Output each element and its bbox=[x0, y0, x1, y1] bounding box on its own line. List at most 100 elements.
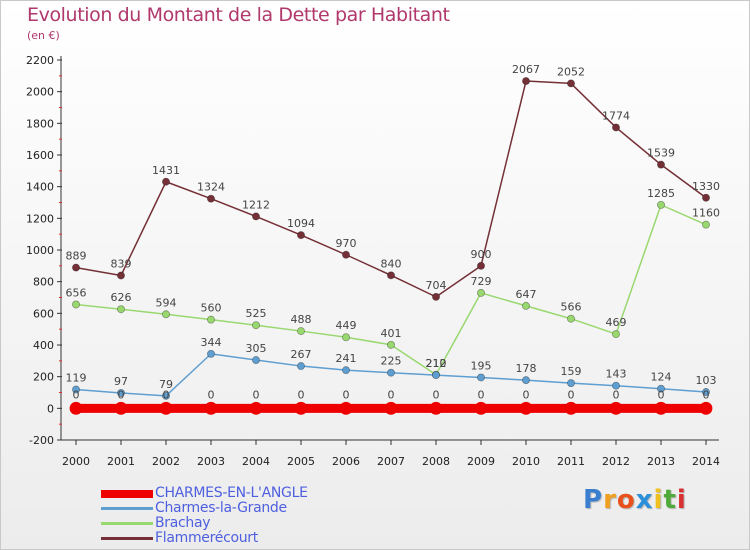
x-tick-label: 2002 bbox=[152, 455, 180, 468]
x-tick-label: 2011 bbox=[557, 455, 585, 468]
data-point bbox=[609, 401, 623, 415]
data-label: 1324 bbox=[197, 181, 225, 194]
data-label: 594 bbox=[156, 296, 177, 309]
y-tick-label: 1200 bbox=[26, 212, 54, 225]
x-tick-label: 2003 bbox=[197, 455, 225, 468]
data-point bbox=[612, 330, 621, 339]
data-label: 0 bbox=[253, 388, 260, 401]
data-label: 0 bbox=[163, 388, 170, 401]
data-label: 1212 bbox=[242, 198, 270, 211]
data-label: 103 bbox=[696, 374, 717, 387]
data-point bbox=[612, 123, 621, 132]
data-point bbox=[206, 194, 215, 203]
data-label: 124 bbox=[651, 371, 672, 384]
data-point bbox=[567, 79, 576, 88]
data-point bbox=[431, 371, 440, 380]
data-point bbox=[72, 385, 81, 394]
data-label: 1774 bbox=[602, 109, 630, 122]
data-point bbox=[654, 401, 668, 415]
data-label: 566 bbox=[561, 301, 582, 314]
data-point bbox=[296, 231, 305, 240]
data-point bbox=[657, 200, 666, 209]
x-tick-label: 2000 bbox=[62, 455, 90, 468]
legend-label: Flammerécourt bbox=[155, 530, 258, 546]
logo-letter: t bbox=[663, 485, 677, 515]
data-point bbox=[117, 305, 126, 314]
data-label: 0 bbox=[343, 388, 350, 401]
data-point bbox=[699, 401, 713, 415]
data-point bbox=[702, 388, 711, 397]
logo-letter: i bbox=[653, 485, 664, 515]
data-point bbox=[294, 401, 308, 415]
data-point bbox=[476, 288, 485, 297]
data-label: 839 bbox=[111, 257, 132, 270]
data-label: 195 bbox=[471, 359, 492, 372]
data-point bbox=[296, 327, 305, 336]
data-label: 900 bbox=[471, 248, 492, 261]
data-label: 2052 bbox=[557, 65, 585, 78]
data-label: 0 bbox=[478, 388, 485, 401]
logo-letter: P bbox=[583, 485, 604, 515]
data-point bbox=[657, 384, 666, 393]
data-point bbox=[341, 366, 350, 375]
data-label: 0 bbox=[613, 388, 620, 401]
x-tick-label: 2005 bbox=[287, 455, 315, 468]
data-label: 1285 bbox=[647, 187, 675, 200]
series-line-brachay bbox=[75, 204, 707, 376]
chart-title: Evolution du Montant de la Dette par Hab… bbox=[27, 4, 450, 26]
logo-letter: i bbox=[676, 485, 687, 515]
data-label: 488 bbox=[291, 313, 312, 326]
data-point bbox=[72, 263, 81, 272]
y-tick-label: 1000 bbox=[26, 244, 54, 257]
data-label: 626 bbox=[111, 291, 132, 304]
data-label: 225 bbox=[381, 355, 402, 368]
data-label: 344 bbox=[201, 336, 222, 349]
data-label: 0 bbox=[703, 388, 710, 401]
data-label: 647 bbox=[516, 288, 537, 301]
data-label: 0 bbox=[118, 388, 125, 401]
data-label: 0 bbox=[433, 388, 440, 401]
data-label: 1431 bbox=[152, 164, 180, 177]
data-point bbox=[204, 401, 218, 415]
y-tick-label: 800 bbox=[33, 276, 54, 289]
legend-swatch bbox=[101, 537, 153, 540]
data-point bbox=[341, 250, 350, 259]
data-label: 305 bbox=[246, 342, 267, 355]
data-point bbox=[296, 362, 305, 371]
data-point bbox=[161, 177, 170, 186]
data-point bbox=[251, 212, 260, 221]
data-point bbox=[522, 77, 531, 86]
data-label: 0 bbox=[73, 388, 80, 401]
legend-label: Brachay bbox=[155, 515, 211, 531]
y-tick-label: 1600 bbox=[26, 149, 54, 162]
data-label: 729 bbox=[471, 275, 492, 288]
logo-letter: r bbox=[603, 485, 617, 515]
data-point bbox=[339, 401, 353, 415]
data-point bbox=[702, 220, 711, 229]
data-label: 0 bbox=[568, 388, 575, 401]
data-point bbox=[476, 261, 485, 270]
data-point bbox=[161, 310, 170, 319]
data-point bbox=[476, 373, 485, 382]
data-point bbox=[386, 368, 395, 377]
data-label: 840 bbox=[381, 257, 402, 270]
data-label: 212 bbox=[426, 357, 447, 370]
data-point bbox=[522, 301, 531, 310]
data-label: 525 bbox=[246, 307, 267, 320]
x-tick-label: 2006 bbox=[332, 455, 360, 468]
data-label: 178 bbox=[516, 362, 537, 375]
y-tick-label: 1800 bbox=[26, 117, 54, 130]
data-label: 970 bbox=[336, 237, 357, 250]
y-tick-label: 200 bbox=[33, 371, 54, 384]
logo-letter: o bbox=[616, 485, 636, 515]
x-tick-label: 2007 bbox=[377, 455, 405, 468]
legend-swatch bbox=[101, 522, 153, 525]
data-point bbox=[117, 271, 126, 280]
data-label: 0 bbox=[523, 388, 530, 401]
data-point bbox=[114, 401, 128, 415]
data-point bbox=[657, 160, 666, 169]
data-point bbox=[702, 193, 711, 202]
data-point bbox=[72, 300, 81, 309]
